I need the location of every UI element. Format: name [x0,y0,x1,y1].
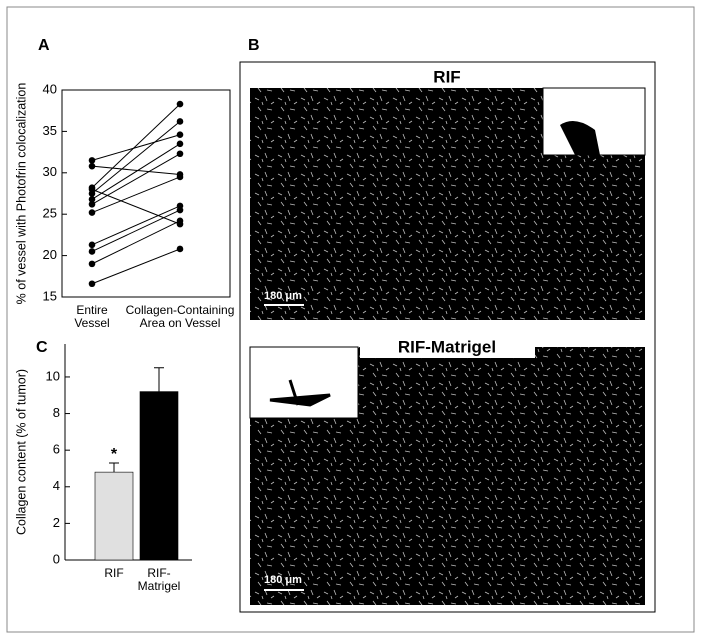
plot-frame [61,89,231,298]
y-tick-label: 15 [43,288,57,303]
bar [139,391,179,561]
panel-b-frame [239,61,656,613]
y-axis-label: % of vessel with Photofrin colocalizatio… [14,83,28,305]
bar [94,471,134,561]
panel-label: A [38,37,50,54]
error-bar [109,462,119,473]
scale-label: 180 μm [264,290,302,302]
y-tick-label: 10 [46,368,60,383]
image-title: RIF [433,67,460,86]
annotation: * [111,446,118,463]
point [176,100,184,108]
inset-shape [560,121,600,155]
point [88,200,96,208]
point [88,157,96,164]
point [176,245,184,253]
pair-line [91,188,181,225]
y-axis-label: Collagen content (% of tumor) [14,369,28,535]
y-tick-label: 40 [43,81,57,96]
panel-label: B [248,37,260,54]
point [176,173,184,181]
y-tick-label: 20 [43,247,57,262]
point [88,280,96,288]
inset [249,346,359,419]
point [88,162,96,170]
point [176,206,184,214]
title-bg [360,336,535,358]
image-title: RIF-Matrigel [398,337,496,356]
x-tick-label: RIF [104,566,124,580]
y-tick-label: 0 [53,551,60,566]
x-tick-label: Entire Vessel [74,303,110,330]
y-tick-label: 4 [53,478,60,493]
point [176,140,184,148]
pair-line [91,248,181,285]
inset-shape [269,379,331,407]
point [88,241,96,249]
y-tick-label: 30 [43,164,57,179]
pair-line [91,143,181,200]
pair-line [91,134,181,161]
error-bar [154,367,164,392]
point [88,248,96,255]
y-tick-label: 25 [43,206,57,221]
y-tick-label: 2 [53,515,60,530]
x-tick-label: RIF-Matrigel [137,566,181,593]
point [88,190,96,197]
pair-line [91,153,181,205]
point [176,118,184,125]
y-tick-label: 8 [53,405,60,420]
point [176,131,184,139]
point [88,195,96,203]
pair-line [91,165,181,175]
x-tick-label: Collagen-Containing Area on Vessel [125,303,235,330]
pair-line [91,220,181,265]
point [176,150,184,158]
pair-line [91,103,181,189]
scale-label: 180 μm [264,574,302,586]
pair-line [91,205,181,246]
pair-line [91,176,181,214]
pair-line [91,209,181,252]
y-tick-label: 6 [53,442,60,457]
y-tick-label: 35 [43,123,57,138]
panel-label: C [36,339,48,356]
point [88,260,96,268]
point [88,209,96,216]
point [176,217,184,225]
figure-border [6,6,695,633]
pair-line [91,121,181,194]
